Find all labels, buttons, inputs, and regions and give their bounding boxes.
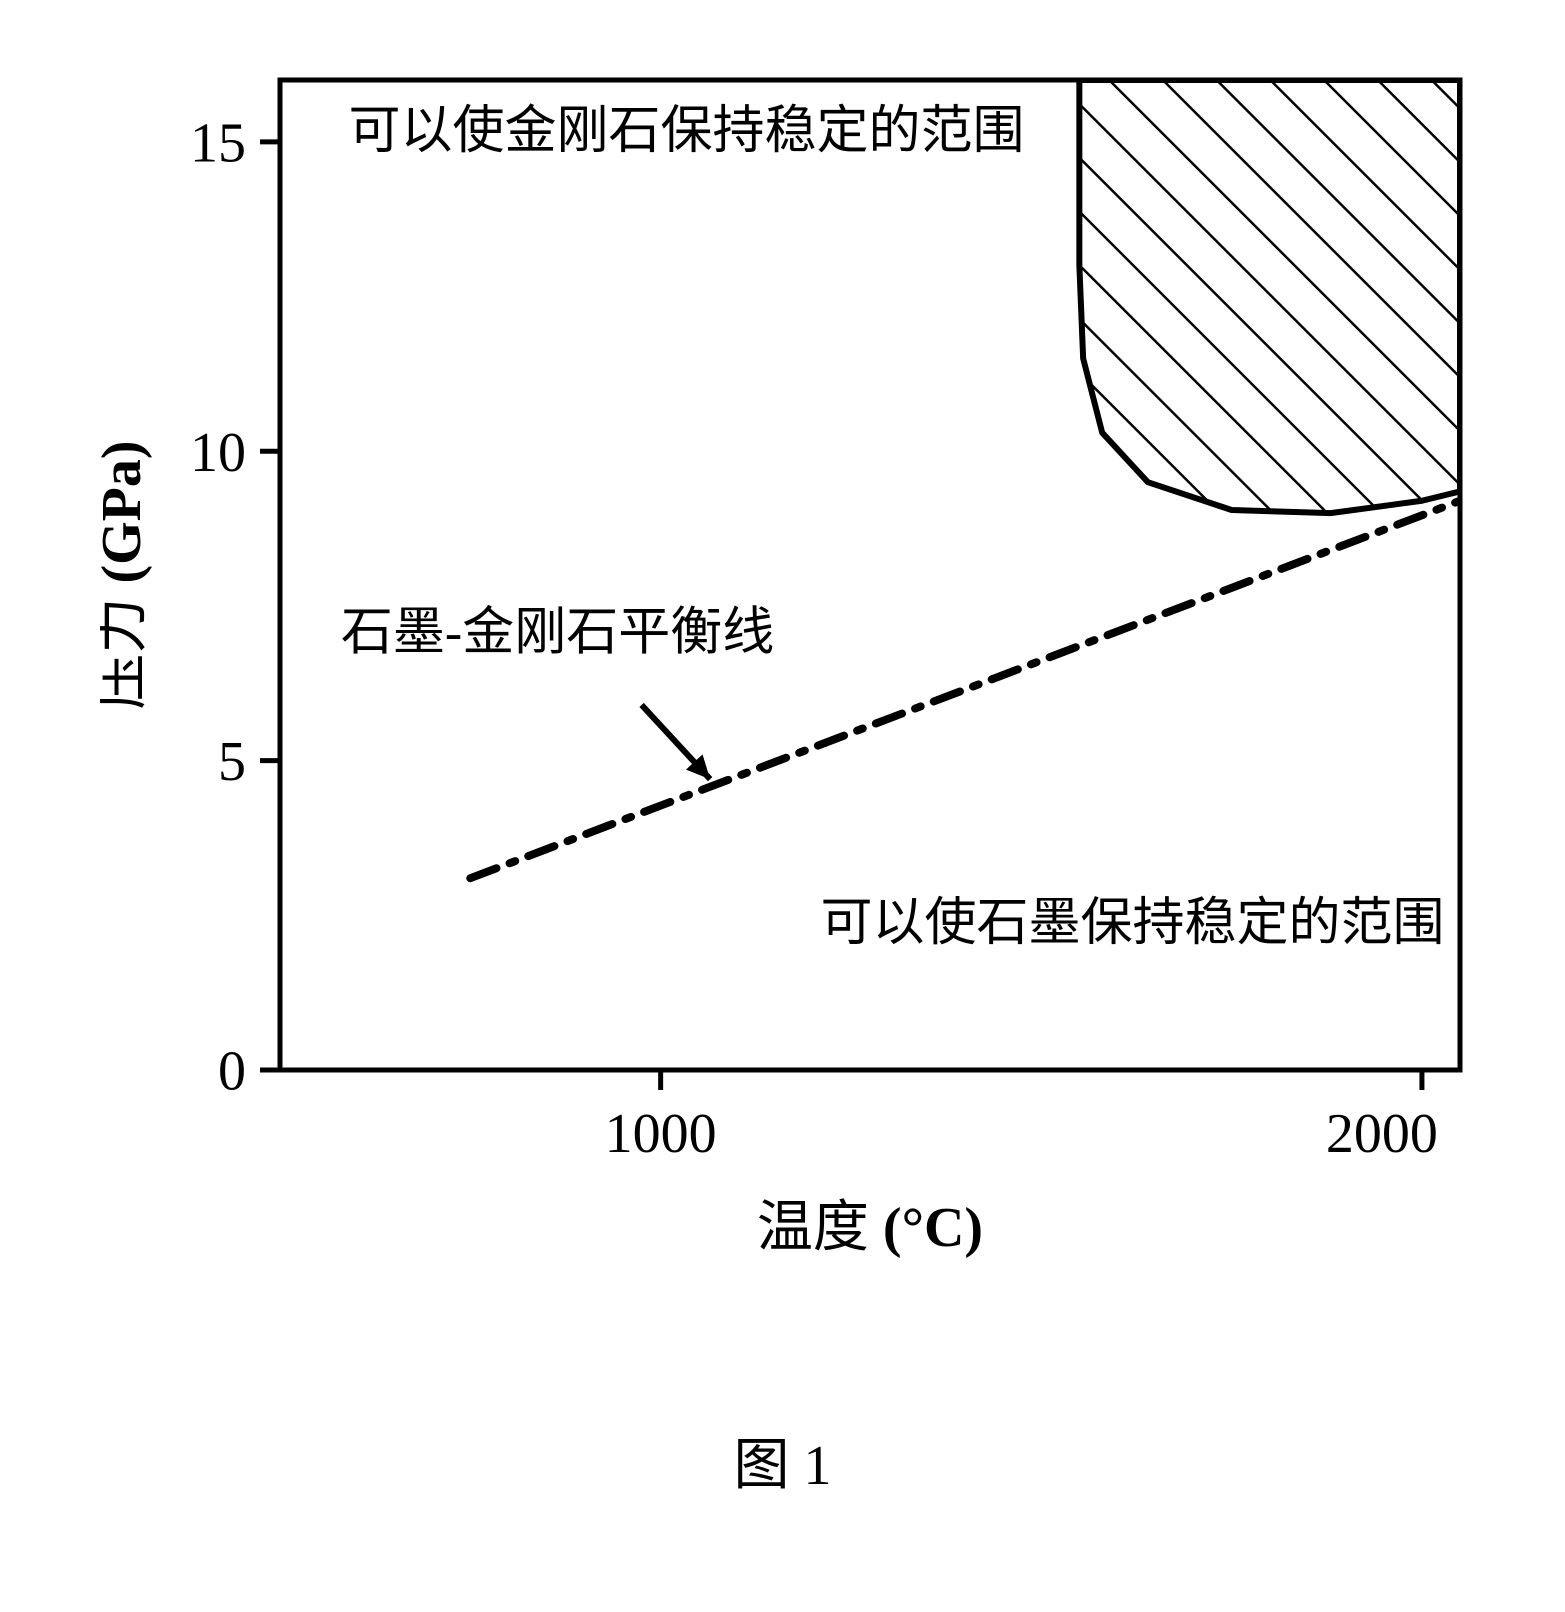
chart-svg: 1000 2000 0 5 10 15 温度 (°C) 压力 (GPa) 可以使金刚石保持稳定的… [100, 40, 1480, 1290]
x-tick-label: 1000 [605, 1103, 717, 1165]
y-tick-label: 0 [218, 1041, 246, 1103]
graphite-stable-label: 可以使石墨保持稳定的范围 [821, 895, 1445, 952]
page: 1000 2000 0 5 10 15 温度 (°C) 压力 (GPa) 可以使金刚石保持稳定的… [0, 0, 1565, 1612]
y-tick-label: 10 [190, 422, 246, 484]
figure-label: 图 1 [0, 1420, 1565, 1501]
diamond-stable-label: 可以使金刚石保持稳定的范围 [349, 103, 1025, 160]
x-axis-label: 温度 (°C) [757, 1197, 983, 1259]
phase-diagram-chart: 1000 2000 0 5 10 15 温度 (°C) 压力 (GPa) 可以使金刚石保持稳定的… [100, 40, 1480, 1290]
y-tick-label: 15 [190, 112, 246, 174]
x-tick-label: 2000 [1326, 1103, 1438, 1165]
y-axis-label: 压力 (GPa) [100, 440, 153, 709]
equilibrium-line-label: 石墨-金刚石平衡线 [341, 604, 774, 661]
y-tick-label: 5 [218, 731, 246, 793]
